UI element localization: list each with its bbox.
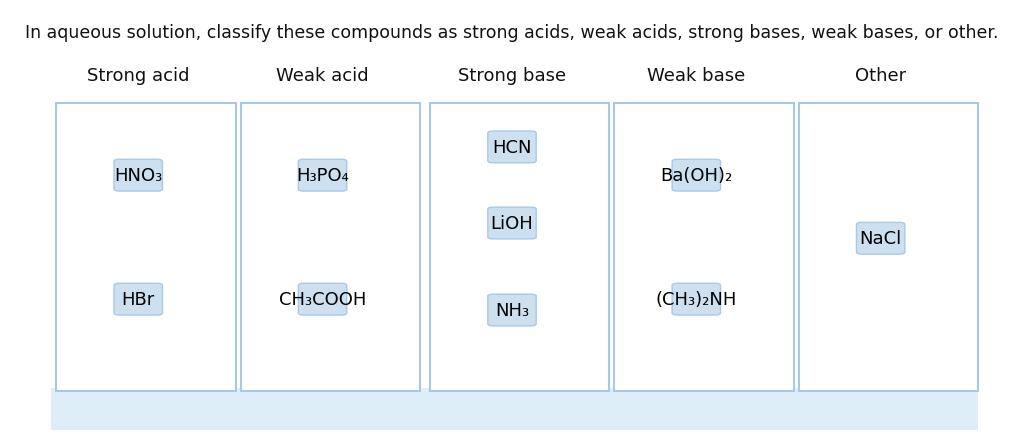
FancyBboxPatch shape [298, 160, 347, 191]
FancyBboxPatch shape [298, 284, 347, 315]
Text: HBr: HBr [122, 290, 155, 309]
FancyBboxPatch shape [430, 104, 609, 391]
Text: Other: Other [855, 67, 906, 85]
Text: LiOH: LiOH [490, 214, 534, 233]
FancyBboxPatch shape [114, 160, 163, 191]
FancyBboxPatch shape [856, 223, 905, 254]
Text: In aqueous solution, classify these compounds as strong acids, weak acids, stron: In aqueous solution, classify these comp… [26, 23, 998, 42]
Text: HNO₃: HNO₃ [114, 167, 163, 185]
FancyBboxPatch shape [487, 132, 537, 163]
Text: H₃PO₄: H₃PO₄ [296, 167, 349, 185]
FancyBboxPatch shape [614, 104, 794, 391]
FancyBboxPatch shape [672, 160, 721, 191]
FancyBboxPatch shape [51, 388, 978, 430]
FancyBboxPatch shape [114, 284, 163, 315]
FancyBboxPatch shape [241, 104, 420, 391]
Text: HCN: HCN [493, 138, 531, 157]
Text: NH₃: NH₃ [495, 301, 529, 319]
Text: NaCl: NaCl [859, 230, 902, 248]
Text: Strong acid: Strong acid [87, 67, 189, 85]
Text: Strong base: Strong base [458, 67, 566, 85]
FancyBboxPatch shape [672, 284, 721, 315]
FancyBboxPatch shape [487, 295, 537, 326]
Text: Ba(OH)₂: Ba(OH)₂ [660, 167, 732, 185]
Text: CH₃COOH: CH₃COOH [279, 290, 367, 309]
Text: (CH₃)₂NH: (CH₃)₂NH [655, 290, 737, 309]
FancyBboxPatch shape [56, 104, 236, 391]
FancyBboxPatch shape [799, 104, 978, 391]
Text: Weak acid: Weak acid [276, 67, 369, 85]
FancyBboxPatch shape [487, 208, 537, 239]
Text: Weak base: Weak base [647, 67, 745, 85]
